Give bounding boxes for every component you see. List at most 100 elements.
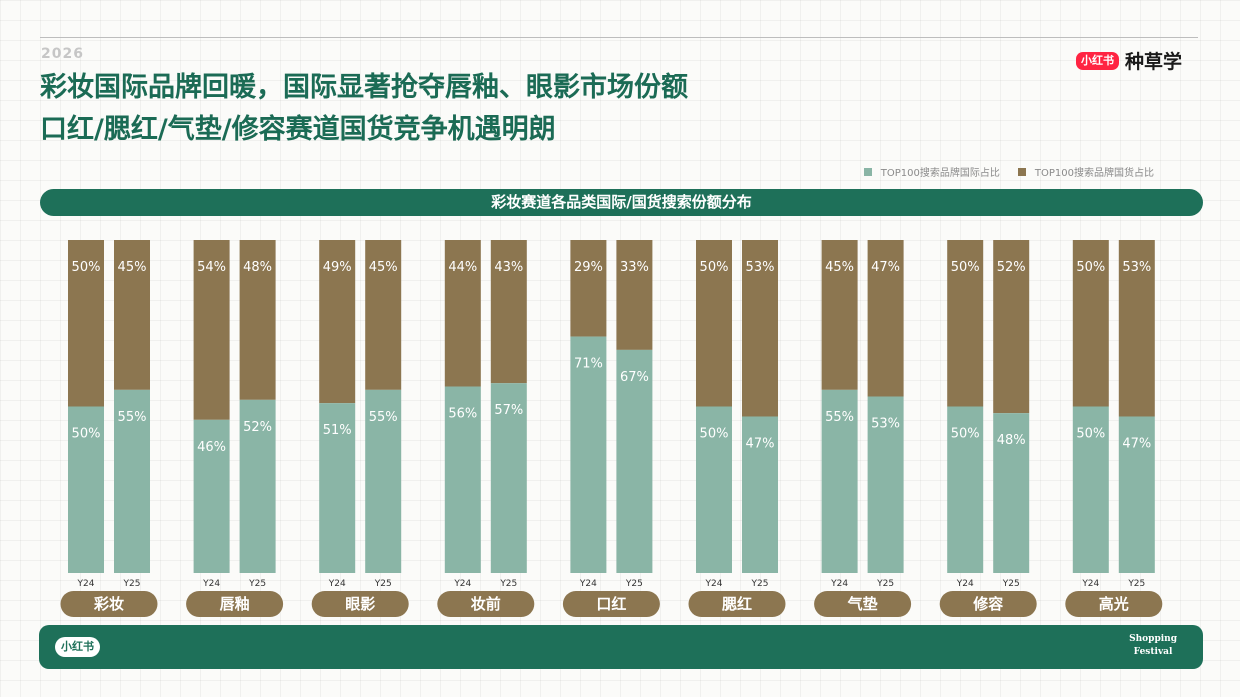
data-label-domestic: 50% [700, 260, 729, 275]
bar-tick-label: Y25 [751, 579, 769, 589]
data-label-domestic: 33% [620, 260, 649, 275]
legend-swatch-domestic [1017, 167, 1026, 176]
brand-logo: 小红书 [1075, 51, 1119, 70]
bar-international [239, 399, 276, 573]
bar-domestic [947, 240, 984, 407]
category-label: 气垫 [847, 595, 878, 613]
category-label: 高光 [1099, 595, 1129, 613]
bar-domestic [114, 240, 150, 390]
bar-international [821, 389, 858, 573]
data-label-domestic: 53% [746, 260, 775, 275]
bar-domestic [867, 240, 904, 397]
category-pill [60, 591, 158, 617]
data-label-international: 50% [72, 427, 101, 442]
legend-label-domestic: TOP100搜索品牌国货占比 [1034, 168, 1154, 179]
bar-tick-label: Y25 [625, 579, 643, 589]
category-label: 妆前 [471, 595, 501, 613]
legend-swatch-international [863, 167, 872, 176]
bar-domestic [239, 240, 276, 400]
bar-tick-label: Y24 [705, 579, 723, 589]
category-pill [1065, 591, 1163, 617]
category-label: 唇釉 [220, 595, 250, 613]
bar-international [947, 406, 984, 573]
bar-international [490, 383, 527, 573]
bar-domestic [993, 240, 1030, 414]
data-label-international: 47% [746, 436, 775, 451]
category-pill [939, 591, 1037, 617]
bar-tick-label: Y24 [453, 579, 471, 589]
bar-tick-label: Y25 [1127, 579, 1145, 589]
bar-tick-label: Y24 [202, 579, 220, 589]
bar-domestic [490, 240, 527, 384]
category-label: 彩妆 [93, 595, 124, 613]
bar-international [193, 419, 230, 573]
category-label: 腮红 [722, 595, 752, 613]
data-label-international: 67% [620, 370, 649, 385]
category-pill [814, 591, 912, 617]
bar-international [993, 413, 1030, 573]
bar-international [742, 416, 778, 573]
footer-logo: 小红书 [55, 637, 100, 657]
bar-international [444, 386, 481, 573]
brand-text: 种草学 [1124, 51, 1182, 73]
bar-international [319, 403, 356, 573]
data-label-international: 52% [243, 420, 272, 435]
data-label-domestic: 48% [243, 260, 272, 275]
category-pill [311, 591, 409, 617]
data-label-domestic: 50% [1076, 260, 1105, 275]
bar-domestic [68, 240, 104, 407]
data-label-domestic: 44% [448, 260, 477, 275]
category-label: 修容 [972, 595, 1003, 613]
category-pill [437, 591, 535, 617]
bar-tick-label: Y24 [579, 579, 597, 589]
bar-tick-label: Y25 [248, 579, 266, 589]
bar-tick-label: Y24 [956, 579, 974, 589]
bar-tick-label: Y24 [830, 579, 848, 589]
bar-domestic [1118, 240, 1155, 417]
legend-item-domestic: TOP100搜索品牌国货占比 [1017, 164, 1154, 179]
year-label: 2026 [41, 46, 84, 62]
data-label-international: 48% [997, 433, 1026, 448]
data-label-international: 50% [1076, 427, 1105, 442]
chart-title-banner: 彩妆赛道各品类国际/国货搜索份额分布 [40, 189, 1203, 216]
bar-tick-label: Y24 [328, 579, 346, 589]
bar-tick-label: Y25 [876, 579, 894, 589]
data-label-international: 50% [700, 427, 729, 442]
bar-domestic [193, 240, 230, 420]
bar-domestic [1072, 240, 1109, 407]
data-label-international: 46% [197, 440, 226, 455]
bar-international [1072, 406, 1109, 573]
bar-tick-label: Y25 [123, 579, 141, 589]
data-label-domestic: 45% [369, 260, 398, 275]
bar-tick-label: Y25 [499, 579, 517, 589]
chart-legend: TOP100搜索品牌国际占比 TOP100搜索品牌国货占比 [863, 164, 1154, 179]
legend-item-international: TOP100搜索品牌国际占比 [863, 164, 1000, 179]
bar-international [867, 396, 904, 573]
page-title-line2: 口红/腮红/气垫/修容赛道国货竞争机遇明朗 [40, 114, 556, 145]
bar-domestic [444, 240, 481, 387]
bar-international [365, 389, 402, 573]
category-pill [186, 591, 284, 617]
bar-domestic [570, 240, 607, 337]
category-label: 眼影 [345, 595, 375, 613]
category-label: 口红 [596, 595, 626, 613]
data-label-international: 71% [574, 357, 603, 372]
bar-tick-label: Y25 [1002, 579, 1020, 589]
footer-text: Shopping Festival [1129, 633, 1177, 659]
top-rule [40, 37, 1198, 38]
footer-bar: 小红书 Shopping Festival [39, 625, 1203, 669]
bar-international [114, 389, 150, 573]
bar-domestic [365, 240, 402, 390]
data-label-domestic: 47% [871, 260, 900, 275]
legend-label-international: TOP100搜索品牌国际占比 [880, 168, 1000, 179]
data-label-international: 47% [1122, 436, 1151, 451]
bar-international [1118, 416, 1155, 573]
bar-tick-label: Y24 [77, 579, 95, 589]
data-label-domestic: 54% [197, 260, 226, 275]
bar-tick-label: Y25 [374, 579, 392, 589]
bar-international [616, 349, 653, 573]
data-label-international: 55% [369, 410, 398, 425]
category-pill [688, 591, 786, 617]
bar-domestic [616, 240, 653, 350]
